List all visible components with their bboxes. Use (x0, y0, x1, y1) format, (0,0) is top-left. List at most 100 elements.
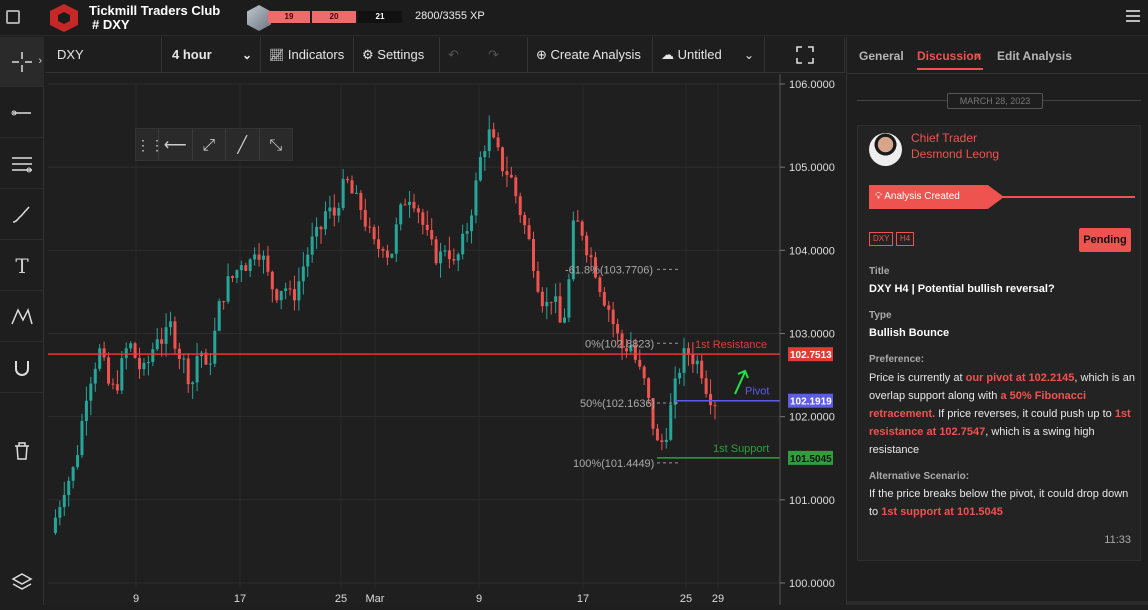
candle-body (598, 277, 602, 293)
candle-body (554, 296, 558, 302)
time-tick-label: 17 (577, 593, 589, 605)
magnet-tool[interactable] (0, 343, 44, 393)
fullscreen-icon (795, 46, 814, 64)
candle-body (620, 333, 624, 349)
ray-tool-icon[interactable]: ⟵ (158, 129, 192, 160)
candle-body (558, 296, 562, 323)
candle-body (244, 265, 248, 271)
candle-body (709, 393, 713, 406)
price-chart[interactable]: 1st Resistance 102.7513 Pivot 102.1919 1st S… (45, 74, 845, 605)
brush-tool[interactable] (0, 190, 44, 240)
indicators-button[interactable]: 📈︎ Indicators (261, 37, 354, 73)
tag-h4: H4 (896, 232, 915, 246)
time-tick-label: 29 (712, 593, 724, 605)
crosshair-icon (12, 51, 32, 72)
layout-select[interactable]: ☁ Untitled ⌄ (653, 37, 765, 73)
alt-scenario-text: If the price breaks below the pivot, it … (869, 485, 1135, 521)
candle-body (235, 270, 239, 278)
price-tag (788, 347, 833, 362)
tab-discussion[interactable]: Discussion (917, 49, 982, 63)
line-tool-icon[interactable]: ╱ (225, 129, 259, 160)
candle-body (138, 357, 142, 370)
analysis-title: DXY H4 | Potential bullish reversal? (869, 283, 1055, 295)
candle-body (115, 384, 119, 391)
candle-body (204, 352, 208, 365)
tab-edit-analysis[interactable]: Edit Analysis (997, 49, 1072, 63)
candle-body (62, 494, 66, 508)
chart-icon: 📈︎ (269, 48, 285, 62)
candle-body (607, 305, 611, 310)
avatar (869, 133, 902, 166)
menu-icon[interactable] (1126, 10, 1140, 22)
extended-line-icon[interactable]: ⤡ (258, 129, 293, 160)
drag-handle-icon[interactable]: ⋮⋮ (136, 137, 164, 153)
price-tag-label: 102.7513 (790, 350, 832, 361)
candle-body (191, 382, 195, 385)
candle-body (629, 344, 633, 352)
candle-body (669, 404, 673, 440)
pattern-tool[interactable] (0, 292, 44, 342)
level-label: 1st Resistance (695, 339, 767, 351)
candle-body (270, 271, 274, 290)
symbol-field[interactable]: DXY (45, 37, 162, 73)
layers-tool[interactable] (0, 557, 44, 607)
candle-body (217, 301, 221, 331)
segment-tool-icon[interactable]: ⤢ (191, 129, 226, 160)
preference-part: If price reverses, it could push up to (935, 408, 1115, 420)
candle-body (695, 360, 699, 365)
candle-body (399, 204, 403, 225)
delete-tool[interactable] (0, 426, 44, 476)
level-label: 1st Support (713, 443, 769, 455)
candle-body (390, 253, 394, 258)
candle-body (465, 231, 469, 234)
candle-body (509, 174, 513, 178)
candle-body (354, 192, 358, 194)
text-tool[interactable]: T (0, 241, 44, 291)
candle-body (84, 400, 88, 422)
candle-body (346, 178, 350, 181)
fullscreen-button[interactable] (765, 37, 845, 73)
line-tool[interactable] (0, 88, 44, 138)
candle-body (306, 254, 310, 267)
fib-label: 100%(101.4449) (573, 458, 654, 470)
pattern-icon (11, 307, 33, 324)
candle-body (71, 467, 75, 481)
composer-edge (847, 601, 1148, 605)
candle-body (93, 368, 97, 384)
candle-body (292, 289, 296, 301)
candle-body (284, 288, 288, 292)
trash-icon (15, 442, 29, 460)
candle-body (443, 250, 447, 252)
create-analysis-label: Create Analysis (550, 47, 641, 62)
candle-body (53, 517, 57, 534)
fib-tool[interactable] (0, 139, 44, 189)
crosshair-tool[interactable]: › (0, 37, 44, 87)
candle-body (363, 209, 367, 227)
level-20: 20 (312, 11, 356, 23)
candle-body (120, 358, 124, 391)
candle-body (385, 250, 389, 258)
create-analysis-button[interactable]: ⊕ Create Analysis (528, 37, 653, 73)
candle-body (496, 137, 500, 148)
sidebar-toggle-icon[interactable] (6, 10, 20, 24)
chart-canvas[interactable]: 1st Resistance 102.7513 Pivot 102.1919 1st S… (45, 74, 845, 605)
close-tab-icon[interactable]: × (975, 49, 983, 63)
analysis-panel: General Discussion × Edit Analysis MARCH… (846, 37, 1148, 605)
fib-label: 50%(102.1636) (580, 398, 655, 410)
candle-body (230, 276, 234, 278)
candle-body (425, 224, 429, 231)
redo-button[interactable]: ↷ (480, 37, 528, 73)
candle-body (505, 171, 509, 175)
settings-button[interactable]: ⚙ Settings (354, 37, 440, 73)
candle-body (337, 208, 341, 216)
candle-body (408, 201, 412, 206)
price-tag (788, 393, 833, 408)
candle-body (633, 344, 637, 360)
tab-general[interactable]: General (859, 49, 904, 63)
author-role: Chief Trader (911, 131, 978, 145)
interval-select[interactable]: 4 hour ⌄ (162, 37, 261, 73)
text-icon: T (15, 253, 29, 278)
undo-button[interactable]: ↶ (448, 47, 459, 62)
fibonacci-levels: -61.8%(103.7706) 0%(102.8823) 50%(102.1636… (565, 264, 681, 470)
candle-body (151, 349, 155, 363)
